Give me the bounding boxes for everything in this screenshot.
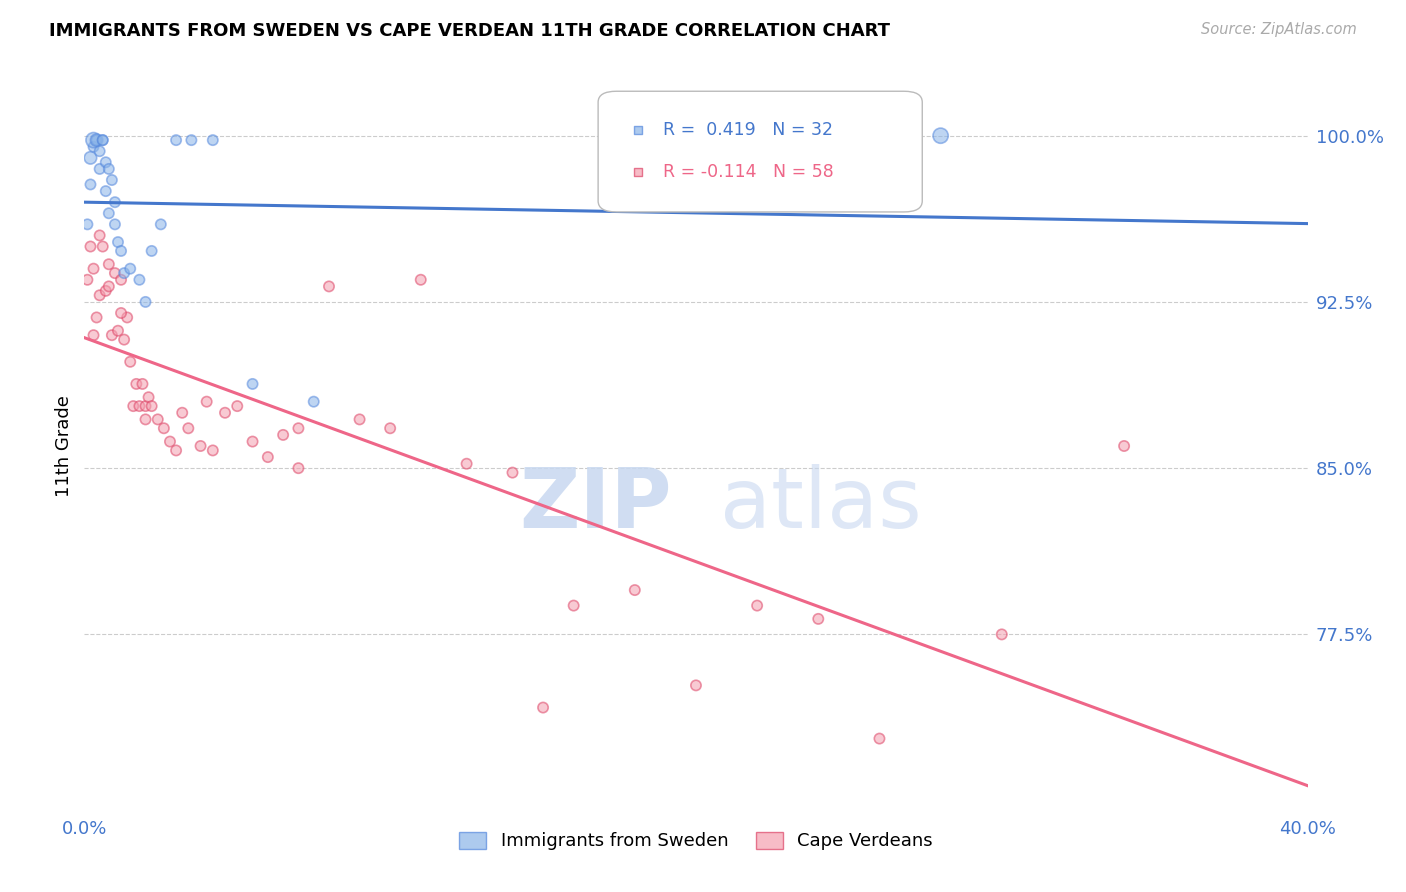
Point: [349, 412, 371, 426]
Point: [242, 434, 264, 449]
Point: [86, 310, 108, 325]
Point: [104, 218, 127, 232]
Point: [135, 294, 157, 309]
Point: [101, 173, 124, 187]
Point: [76, 273, 98, 287]
Point: [456, 457, 478, 471]
Point: [502, 466, 524, 480]
Point: [135, 412, 157, 426]
Point: [380, 421, 402, 435]
Text: R = -0.114   N = 58: R = -0.114 N = 58: [664, 162, 834, 181]
Point: [159, 434, 181, 449]
Point: [287, 461, 309, 475]
Point: [97, 279, 120, 293]
Point: [89, 228, 111, 243]
Point: [257, 450, 280, 464]
Point: [94, 184, 117, 198]
Point: [562, 599, 585, 613]
Point: [110, 306, 132, 320]
Point: [83, 133, 105, 147]
Point: [128, 399, 150, 413]
Point: [79, 151, 101, 165]
Point: [86, 133, 108, 147]
Point: [135, 399, 157, 413]
Point: [110, 273, 132, 287]
Point: [271, 428, 294, 442]
Point: [172, 406, 194, 420]
Legend: Immigrants from Sweden, Cape Verdeans: Immigrants from Sweden, Cape Verdeans: [453, 824, 939, 857]
Point: [107, 235, 129, 249]
Point: [624, 583, 647, 598]
Point: [120, 355, 142, 369]
FancyBboxPatch shape: [598, 91, 922, 212]
Point: [807, 612, 830, 626]
Point: [165, 133, 187, 147]
Point: [112, 333, 135, 347]
Point: [89, 288, 111, 302]
Point: [302, 394, 325, 409]
Point: [195, 394, 218, 409]
Point: [107, 324, 129, 338]
Point: [110, 244, 132, 258]
Point: [287, 421, 309, 435]
Point: [128, 273, 150, 287]
Point: [89, 161, 111, 176]
Point: [201, 133, 224, 147]
Y-axis label: 11th Grade: 11th Grade: [55, 395, 73, 497]
Point: [190, 439, 212, 453]
Point: [141, 244, 163, 258]
Point: [125, 376, 148, 391]
Point: [104, 195, 127, 210]
Point: [97, 257, 120, 271]
Text: R =  0.419   N = 32: R = 0.419 N = 32: [664, 121, 832, 139]
Point: [242, 376, 264, 391]
Point: [122, 399, 145, 413]
Point: [153, 421, 176, 435]
Point: [83, 140, 105, 154]
Point: [214, 406, 236, 420]
Point: [89, 145, 111, 159]
Point: [97, 161, 120, 176]
Point: [531, 700, 554, 714]
Point: [91, 133, 114, 147]
Point: [991, 627, 1014, 641]
Point: [79, 239, 101, 253]
Point: [226, 399, 249, 413]
Point: [101, 328, 124, 343]
Point: [146, 412, 169, 426]
Text: Source: ZipAtlas.com: Source: ZipAtlas.com: [1201, 22, 1357, 37]
Point: [76, 218, 98, 232]
Point: [131, 376, 153, 391]
Point: [141, 399, 163, 413]
Point: [83, 261, 105, 276]
Point: [165, 443, 187, 458]
Point: [318, 279, 340, 293]
Text: ZIP: ZIP: [519, 464, 672, 545]
Point: [83, 328, 105, 343]
Point: [115, 310, 138, 325]
Point: [97, 206, 120, 220]
Point: [869, 731, 891, 746]
Text: atlas: atlas: [720, 464, 922, 545]
Point: [929, 128, 952, 143]
Point: [104, 266, 127, 280]
Point: [79, 178, 101, 192]
Point: [747, 599, 769, 613]
Point: [138, 390, 160, 404]
Point: [91, 133, 114, 147]
Point: [201, 443, 224, 458]
Point: [91, 239, 114, 253]
Point: [149, 218, 172, 232]
Point: [1114, 439, 1136, 453]
Point: [685, 678, 707, 692]
Point: [112, 266, 135, 280]
Point: [94, 284, 117, 298]
Point: [180, 133, 202, 147]
Point: [177, 421, 200, 435]
Text: IMMIGRANTS FROM SWEDEN VS CAPE VERDEAN 11TH GRADE CORRELATION CHART: IMMIGRANTS FROM SWEDEN VS CAPE VERDEAN 1…: [49, 22, 890, 40]
Point: [86, 133, 108, 147]
Point: [94, 155, 117, 169]
Point: [409, 273, 432, 287]
Point: [120, 261, 142, 276]
